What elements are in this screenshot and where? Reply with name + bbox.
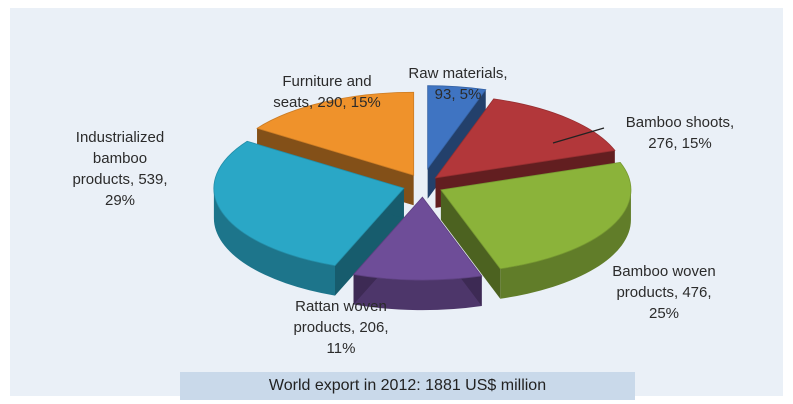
- data-label-line: products, 476,: [616, 284, 711, 301]
- data-label: Furniture and seats, 290, 15%: [273, 73, 381, 111]
- pie-slice-top: [352, 196, 483, 281]
- data-label-line: 25%: [649, 305, 679, 322]
- data-label-line: 29%: [105, 192, 135, 209]
- data-label-line: Bamboo woven: [612, 263, 715, 280]
- pie-slice-top: [256, 91, 415, 176]
- pie-slice-side: [353, 274, 482, 311]
- data-label: Rattan woven products, 206, 11%: [293, 298, 388, 357]
- pie-slice-top: [427, 85, 487, 170]
- data-label-line: Industrialized: [76, 129, 164, 146]
- data-label-line: bamboo: [93, 150, 147, 167]
- data-label-line: 11%: [327, 340, 356, 357]
- data-label-line: Rattan woven: [295, 298, 387, 315]
- data-label-line: 93, 5%: [435, 86, 482, 103]
- leader-line: [552, 127, 605, 144]
- data-label-line: Bamboo shoots,: [626, 114, 734, 131]
- pie-slice-top: [213, 140, 405, 267]
- data-label-line: seats, 290, 15%: [273, 94, 381, 111]
- data-label: Bamboo shoots, 276, 15%: [626, 114, 734, 152]
- data-label-line: products, 539,: [72, 171, 167, 188]
- data-label: Raw materials, 93, 5%: [408, 65, 507, 103]
- pie-slice-side: [213, 188, 336, 296]
- data-label-line: Raw materials,: [408, 65, 507, 82]
- data-label: Bamboo woven products, 476, 25%: [612, 263, 715, 322]
- pie-slice: [352, 196, 483, 311]
- data-label: Industrialized bamboo products, 539, 29%: [72, 129, 167, 209]
- pie-slice: [440, 161, 632, 299]
- pie-slice-wall: [440, 189, 501, 299]
- pie-slice-top: [434, 98, 616, 179]
- data-label-line: Furniture and: [282, 73, 371, 90]
- caption-box: World export in 2012: 1881 US$ million: [180, 372, 635, 400]
- pie-slice-side: [500, 189, 631, 299]
- caption: World export in 2012: 1881 US$ million: [268, 377, 547, 394]
- pie-slice-top: [440, 161, 632, 270]
- pie-slice: [213, 140, 405, 296]
- data-label-line: products, 206,: [293, 319, 388, 336]
- data-label-line: 276, 15%: [648, 135, 711, 152]
- pie-slice-wall: [335, 188, 404, 296]
